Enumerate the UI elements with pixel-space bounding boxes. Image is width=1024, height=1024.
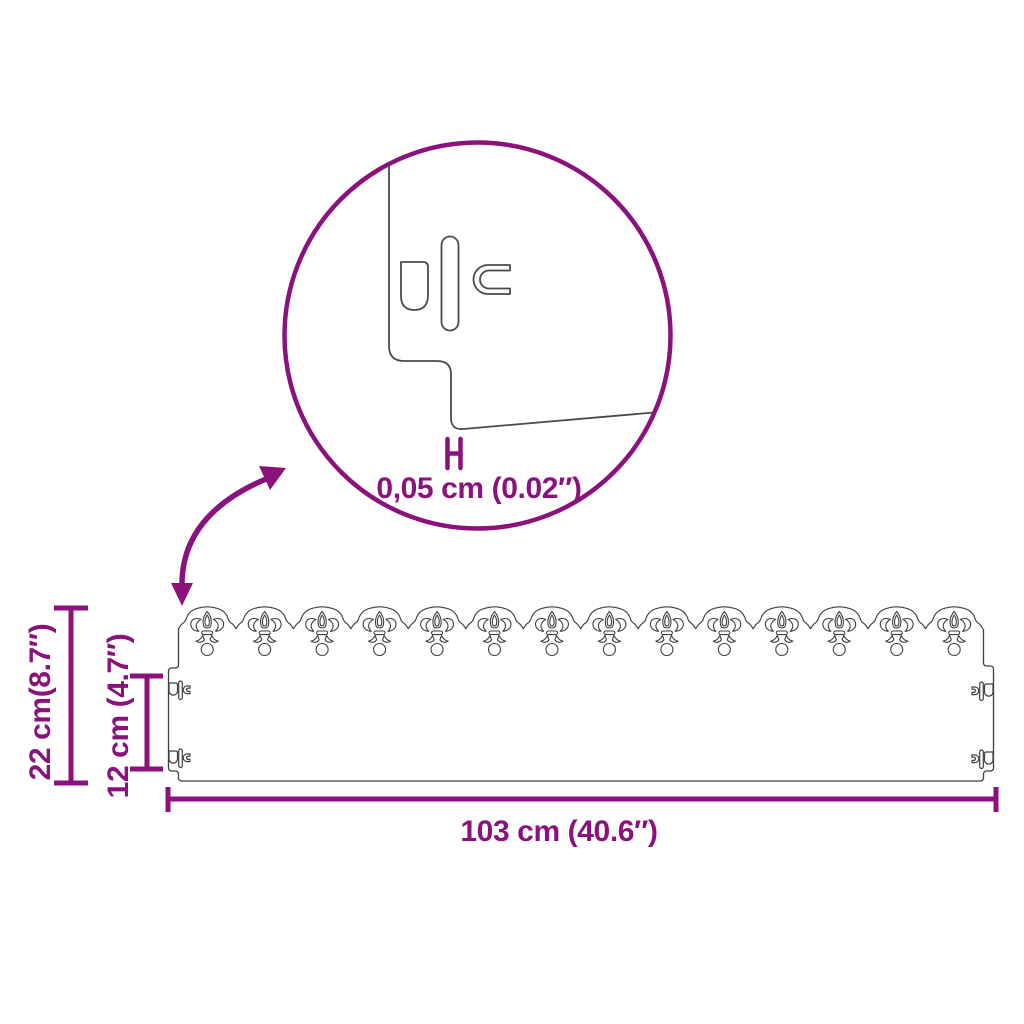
arrowhead-down	[171, 583, 193, 606]
zoom-reference-arrow	[171, 466, 286, 606]
magnified-slot-shape	[440, 235, 460, 332]
magnified-panel-edge	[388, 144, 661, 430]
magnified-tab-shape	[400, 261, 429, 311]
length-label: 103 cm (40.6″)	[460, 815, 658, 848]
thickness-label: 0,05 cm (0.02″)	[376, 472, 582, 505]
overall-height-dimension-line	[54, 605, 88, 786]
length-dimension-line	[165, 787, 999, 812]
body-height-label: 12 cm (4.7″)	[102, 633, 135, 799]
arrowhead-up-right	[259, 466, 286, 490]
panel-body-outline	[167, 628, 995, 782]
magnified-clip-shape	[472, 264, 511, 295]
thickness-dimension-marker	[445, 436, 463, 471]
detail-zoom-circle	[282, 140, 673, 531]
body-height-dimension-line	[130, 673, 163, 772]
overall-height-label: 22 cm(8.7″)	[24, 623, 57, 781]
dimension-lines	[54, 605, 999, 812]
edging-panel	[167, 606, 995, 782]
magnified-edge-outline	[388, 144, 661, 430]
